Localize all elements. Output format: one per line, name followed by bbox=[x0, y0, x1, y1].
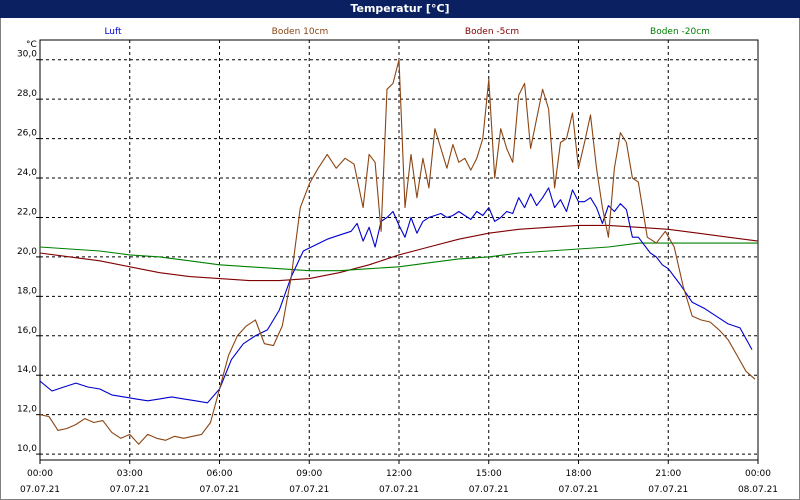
legend: Luft Boden 10cm Boden -5cm Boden -20cm bbox=[104, 27, 710, 37]
x-tick-time: 18:00 bbox=[566, 469, 592, 479]
x-tick-date: 08.07.21 bbox=[738, 485, 778, 495]
x-tick-date: 07.07.21 bbox=[648, 485, 688, 495]
grid-lines bbox=[40, 40, 758, 460]
x-tick-time: 00:00 bbox=[27, 469, 53, 479]
y-tick-label: 18,0 bbox=[17, 286, 37, 296]
x-tick-time: 15:00 bbox=[476, 469, 502, 479]
series-line-luft bbox=[39, 187, 753, 404]
y-tick-label: 26,0 bbox=[17, 129, 37, 139]
window-title: Temperatur [°C] bbox=[0, 0, 800, 18]
x-tick-time: 03:00 bbox=[117, 469, 143, 479]
legend-entry: Luft bbox=[104, 27, 122, 37]
series-line-boden-5cm bbox=[39, 224, 759, 282]
x-tick-time: 06:00 bbox=[207, 469, 233, 479]
legend-entry: Boden -20cm bbox=[650, 27, 710, 37]
x-tick-time: 00:00 bbox=[745, 469, 771, 479]
x-tick-date: 07.07.21 bbox=[289, 485, 329, 495]
legend-entry: Boden -5cm bbox=[465, 27, 519, 37]
y-tick-label: 24,0 bbox=[17, 168, 37, 178]
y-tick-label: 28,0 bbox=[17, 89, 37, 99]
x-tick-date: 07.07.21 bbox=[199, 485, 239, 495]
series-line-boden-10cm bbox=[39, 59, 756, 445]
y-axis-ticks: 10,0 12,0 14,0 16,0 18,0 20,0 22,0 24,0 26,0 28,0… bbox=[17, 50, 40, 455]
y-tick-label: 20,0 bbox=[17, 247, 37, 257]
legend-entry: Boden 10cm bbox=[272, 27, 329, 37]
x-tick-time: 09:00 bbox=[296, 469, 322, 479]
series-lines bbox=[39, 59, 759, 445]
x-tick-date: 07.07.21 bbox=[469, 485, 509, 495]
x-tick-date: 07.07.21 bbox=[20, 485, 60, 495]
x-axis-ticks: 00:00 07.07.21 03:00 07.07.21 06:00 07.07.21 0… bbox=[20, 460, 778, 495]
y-tick-label: 14,0 bbox=[17, 365, 37, 375]
x-tick-time: 21:00 bbox=[655, 469, 681, 479]
y-axis-label: °C bbox=[26, 40, 37, 50]
x-tick-date: 07.07.21 bbox=[110, 485, 150, 495]
y-tick-label: 22,0 bbox=[17, 207, 37, 217]
y-tick-label: 12,0 bbox=[17, 405, 37, 415]
x-tick-time: 12:00 bbox=[386, 469, 412, 479]
x-tick-date: 07.07.21 bbox=[379, 485, 419, 495]
series-line-boden-20cm bbox=[39, 242, 758, 272]
y-tick-label: 30,0 bbox=[17, 50, 37, 60]
x-tick-date: 07.07.21 bbox=[558, 485, 598, 495]
y-tick-label: 16,0 bbox=[17, 326, 37, 336]
y-tick-label: 10,0 bbox=[17, 444, 37, 454]
